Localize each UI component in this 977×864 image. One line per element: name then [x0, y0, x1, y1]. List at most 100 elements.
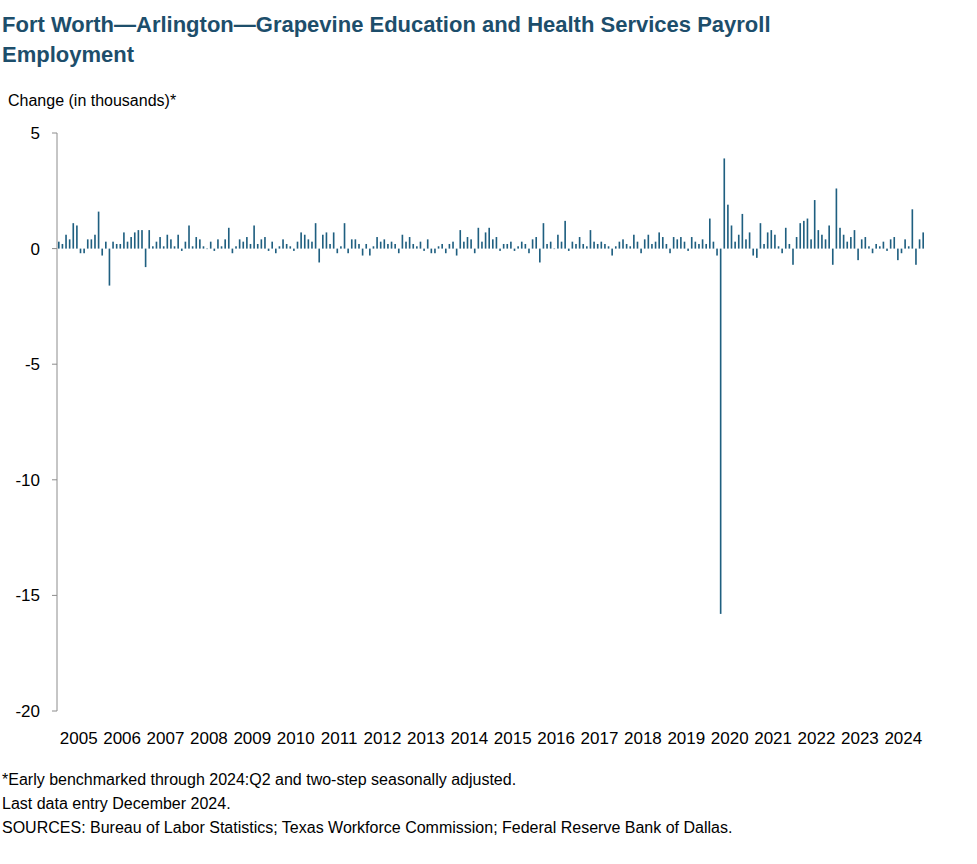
bar: [398, 249, 400, 254]
x-tick-label: 2017: [581, 729, 619, 748]
bar: [308, 239, 310, 248]
bar: [253, 225, 255, 248]
bar: [582, 244, 584, 249]
bar: [517, 246, 519, 248]
bar: [919, 239, 921, 248]
y-tick: [52, 133, 57, 134]
y-tick-label: 0: [31, 240, 40, 259]
bar: [539, 249, 541, 263]
bar: [908, 246, 910, 248]
y-tick: [52, 711, 57, 712]
bar: [470, 239, 472, 248]
y-tick: [52, 479, 57, 480]
bar: [445, 249, 447, 254]
bar: [691, 237, 693, 249]
bar: [651, 244, 653, 249]
bar: [774, 235, 776, 249]
bar: [286, 244, 288, 249]
bar: [217, 239, 219, 248]
bar: [351, 239, 353, 248]
bar: [713, 242, 715, 249]
bar: [119, 244, 121, 249]
y-axis: [57, 133, 58, 711]
bar: [499, 249, 501, 251]
bar: [488, 228, 490, 249]
bar: [427, 239, 429, 248]
bar: [322, 235, 324, 249]
bar: [532, 239, 534, 248]
x-tick-label: 2024: [884, 729, 922, 748]
footnote: *Early benchmarked through 2024:Q2 and t…: [2, 771, 516, 788]
bar: [474, 249, 476, 254]
bar: [289, 246, 291, 248]
bar: [174, 246, 176, 248]
x-tick-label: 2016: [537, 729, 575, 748]
bar: [778, 246, 780, 248]
bar: [904, 239, 906, 248]
bar: [629, 246, 631, 248]
x-tick-label: 2011: [321, 729, 358, 748]
bar: [423, 249, 425, 251]
x-tick-label: 2020: [711, 729, 749, 748]
bar: [655, 242, 657, 249]
bar: [315, 223, 317, 248]
bars: [58, 158, 924, 613]
bar: [383, 239, 385, 248]
bar: [528, 249, 530, 254]
bar: [333, 232, 335, 248]
bar: [376, 237, 378, 249]
bar: [362, 249, 364, 256]
bar: [94, 235, 96, 249]
bar: [420, 242, 422, 249]
bar: [438, 246, 440, 248]
bar: [441, 244, 443, 249]
bar: [304, 235, 306, 249]
bar: [684, 242, 686, 249]
bar: [886, 249, 888, 251]
bar: [242, 242, 244, 249]
bar: [553, 248, 555, 250]
bar: [695, 242, 697, 249]
bar: [141, 230, 143, 248]
bar: [65, 235, 67, 249]
bar: [734, 242, 736, 249]
bar: [170, 239, 172, 248]
bar: [159, 237, 161, 249]
bar: [163, 246, 165, 248]
bar: [387, 244, 389, 249]
bar: [62, 244, 64, 249]
chart: Change (in thousands)*-20-15-10-50520052…: [0, 0, 977, 864]
bar: [680, 237, 682, 249]
bar: [391, 242, 393, 249]
bar: [626, 244, 628, 249]
bar: [80, 249, 82, 254]
bar: [203, 246, 205, 248]
bar: [123, 232, 125, 248]
bar: [890, 239, 892, 248]
bar: [452, 242, 454, 249]
bar: [615, 246, 617, 248]
bar: [271, 242, 273, 249]
x-tick-label: 2013: [407, 729, 445, 748]
bar: [431, 249, 433, 254]
bar: [58, 242, 60, 249]
bar: [261, 239, 263, 248]
bar: [912, 209, 914, 248]
bar: [756, 249, 758, 258]
bar: [481, 242, 483, 249]
bar: [865, 237, 867, 249]
bar: [857, 249, 859, 261]
bar: [727, 205, 729, 249]
bar: [326, 232, 328, 248]
bar: [546, 244, 548, 249]
bar: [109, 249, 111, 286]
bar: [232, 249, 234, 254]
bar: [210, 242, 212, 249]
bar: [402, 235, 404, 249]
bar: [828, 225, 830, 248]
bar: [767, 232, 769, 248]
bar: [807, 219, 809, 249]
bar: [752, 249, 754, 256]
bar: [250, 244, 252, 249]
bar: [463, 242, 465, 249]
